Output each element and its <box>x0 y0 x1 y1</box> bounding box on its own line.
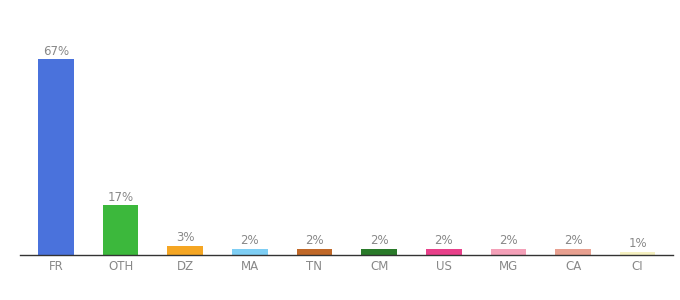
Text: 67%: 67% <box>43 45 69 58</box>
Text: 17%: 17% <box>107 190 134 204</box>
Text: 3%: 3% <box>176 232 194 244</box>
Text: 2%: 2% <box>370 234 388 248</box>
Bar <box>296 249 333 255</box>
Bar <box>490 249 526 255</box>
Bar <box>167 246 203 255</box>
Text: 2%: 2% <box>499 234 517 248</box>
Bar <box>556 249 591 255</box>
Bar <box>232 249 268 255</box>
Text: 1%: 1% <box>628 237 647 250</box>
Bar <box>103 206 138 255</box>
Text: 2%: 2% <box>305 234 324 248</box>
Bar <box>38 59 73 255</box>
Bar <box>620 252 656 255</box>
Text: 2%: 2% <box>564 234 582 248</box>
Bar <box>426 249 462 255</box>
Text: 2%: 2% <box>435 234 453 248</box>
Bar <box>361 249 397 255</box>
Text: 2%: 2% <box>241 234 259 248</box>
